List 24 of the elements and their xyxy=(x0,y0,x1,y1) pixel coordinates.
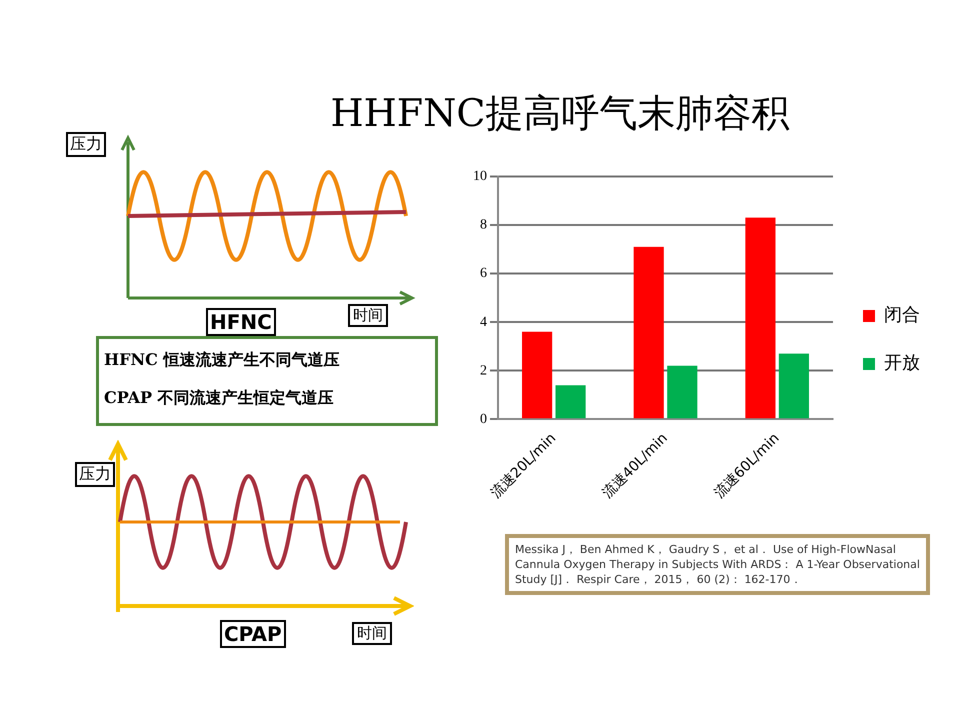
y-tick-label: 2 xyxy=(480,363,487,378)
text: 时间 xyxy=(348,304,388,327)
text: 压力 xyxy=(66,132,106,157)
legend-label: 闭合 xyxy=(884,304,920,326)
bar xyxy=(522,332,552,418)
y-tick-label: 8 xyxy=(480,218,487,233)
bar xyxy=(667,366,698,418)
text: Messika J， Ben Ahmed K， Gaudry S， et al． Use of High-FlowNasal Cannula Oxygen Therapy in Subjects With ARDS： A 1-Year Observational Study [J]． Respir Care， 2015， 60 (2)： 162-170． xyxy=(505,534,930,595)
y-tick-label: 10 xyxy=(473,169,487,184)
text: HFNC xyxy=(206,308,276,336)
legend-label: 开放 xyxy=(884,352,920,374)
bar xyxy=(556,385,586,418)
text: 时间 xyxy=(352,622,392,645)
text: 压力 xyxy=(75,462,115,487)
text: CPAP xyxy=(220,620,286,648)
text: CPAP 不同流速产生恒定气道压 xyxy=(104,388,334,409)
y-tick-label: 4 xyxy=(480,314,487,330)
bar xyxy=(745,218,776,418)
text: HFNC 恒速流速产生不同气道压 xyxy=(104,350,340,371)
bar xyxy=(634,246,664,418)
y-tick-label: 6 xyxy=(480,266,487,282)
y-tick-label: 0 xyxy=(480,412,487,427)
bar xyxy=(778,354,809,418)
chart-title: HHFNC提高呼气末肺容积 xyxy=(330,90,790,137)
